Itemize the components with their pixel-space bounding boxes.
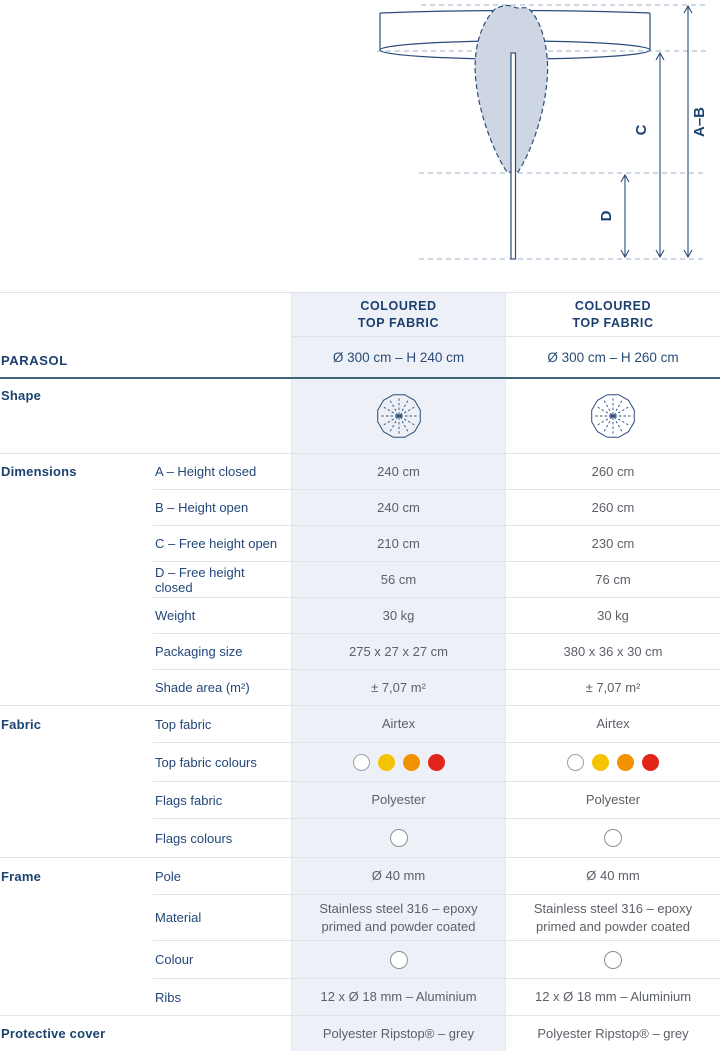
top-fabric-colour-swatches [567, 753, 659, 771]
cell-value: Ø 40 mm [586, 868, 640, 884]
colour-swatch-white [567, 753, 584, 771]
cell-value: 230 cm [591, 535, 635, 551]
section-label-shape: Shape [1, 388, 42, 403]
table-row: Shade area (m²) ± 7,07 m² ± 7,07 m² [0, 669, 720, 705]
row-label: Flags fabric [155, 792, 223, 808]
row-label: B – Height open [155, 500, 249, 515]
parasol-diagram-drawing: C A–B D [377, 4, 708, 260]
section-label-frame: Frame [1, 868, 42, 884]
colour-swatch-red [427, 753, 445, 771]
table-row: Flags fabric Polyester Polyester [0, 781, 720, 818]
table-row: D – Free height closed 56 cm 76 cm [0, 561, 720, 597]
cell-value: ± 7,07 m² [371, 679, 426, 695]
table-header-sizes: PARASOL Ø 300 cm – H 240 cm Ø 300 cm – H… [0, 336, 720, 379]
dimension-arrow-ab [683, 4, 693, 259]
cell-value: Polyester [371, 792, 426, 808]
table-row: Colour [0, 940, 720, 978]
cell-value: 380 x 36 x 30 cm [563, 643, 663, 659]
table-row: Protective cover Polyester Ripstop® – gr… [0, 1015, 720, 1051]
row-label: Shade area (m²) [155, 680, 250, 695]
table-row: Ribs 12 x Ø 18 mm – Aluminium 12 x Ø 18 … [0, 978, 720, 1015]
row-label: Top fabric colours [155, 754, 257, 770]
colour-swatch-yellow [592, 753, 609, 771]
section-label-fabric: Fabric [1, 716, 42, 732]
flags-colour-circle [389, 829, 408, 847]
cell-value: 56 cm [380, 571, 417, 587]
cell-value: 210 cm [377, 535, 420, 551]
table-header-titles: COLOURED TOP FABRIC COLOURED TOP FABRIC [0, 293, 720, 336]
cell-value: Airtex [596, 716, 630, 732]
top-fabric-colour-swatches [352, 753, 445, 771]
column-size: Ø 300 cm – H 260 cm [547, 349, 679, 365]
cell-value: Polyester [585, 792, 641, 808]
specification-table: COLOURED TOP FABRIC COLOURED TOP FABRIC … [0, 292, 720, 1051]
dimension-arrow-c [655, 51, 665, 259]
row-label: C – Free height open [155, 536, 278, 551]
colour-swatch-white [352, 753, 370, 771]
row-label: Colour [155, 952, 194, 967]
cell-value: 275 x 27 x 27 cm [349, 643, 448, 659]
table-row: Packaging size 275 x 27 x 27 cm 380 x 36… [0, 633, 720, 669]
table-row: Material Stainless steel 316 – epoxy pri… [0, 894, 720, 940]
section-label-dimensions: Dimensions [1, 464, 77, 479]
column-title: COLOURED TOP FABRIC [357, 298, 440, 330]
flags-colour-circle [604, 829, 622, 847]
pole [510, 52, 517, 260]
cell-value: 76 cm [595, 571, 631, 587]
frame-colour-circle [389, 950, 408, 969]
cell-value: 12 x Ø 18 mm – Aluminium [320, 989, 477, 1005]
table-row: Flags colours [0, 818, 720, 857]
row-label: Flags colours [155, 830, 233, 846]
cell-value: 260 cm [591, 463, 635, 479]
cell-value: 240 cm [377, 499, 420, 515]
parasol-label: PARASOL [1, 353, 68, 368]
table-row: Dimensions A – Height closed 240 cm 260 … [0, 453, 720, 489]
section-label-protective-cover: Protective cover [1, 1026, 106, 1041]
cell-value: 260 cm [591, 499, 635, 515]
colour-swatch-yellow [377, 753, 395, 771]
table-row: Top fabric colours [0, 742, 720, 781]
cell-value: 240 cm [377, 463, 420, 479]
cell-value: Polyester Ripstop® – grey [537, 1025, 689, 1041]
row-label: D – Free height closed [155, 564, 245, 595]
parasol-top-view-icon [591, 394, 635, 438]
colour-swatch-orange [617, 753, 634, 771]
table-row: Fabric Top fabric Airtex Airtex [0, 705, 720, 742]
column-size: Ø 300 cm – H 240 cm [332, 349, 465, 365]
cell-value: Stainless steel 316 – epoxy primed and p… [319, 900, 478, 934]
row-label: Material [155, 910, 202, 925]
dimension-arrow-d [620, 173, 630, 259]
parasol-dimension-diagram: C A–B D [355, 0, 720, 292]
cell-value: 30 kg [382, 607, 415, 623]
cell-value: ± 7,07 m² [585, 679, 641, 695]
cell-value: Stainless steel 316 – epoxy primed and p… [533, 900, 693, 934]
table-row: Weight 30 kg 30 kg [0, 597, 720, 633]
colour-swatch-red [642, 753, 659, 771]
cell-value: Airtex [381, 716, 416, 732]
label-d: D [598, 210, 615, 221]
table-row: Frame Pole Ø 40 mm Ø 40 mm [0, 857, 720, 894]
parasol-top-view-icon [376, 394, 421, 438]
row-label: Top fabric [155, 716, 212, 732]
cell-value: 12 x Ø 18 mm – Aluminium [534, 989, 692, 1005]
column-title: COLOURED TOP FABRIC [572, 298, 654, 330]
frame-colour-circle [604, 950, 622, 969]
cell-value: Polyester Ripstop® – grey [322, 1025, 475, 1041]
row-label: Pole [155, 868, 182, 884]
label-c: C [633, 124, 650, 135]
shape-row: Shape [0, 379, 720, 453]
colour-swatch-orange [402, 753, 420, 771]
row-label: Weight [155, 608, 196, 623]
cell-value: Ø 40 mm [371, 868, 426, 884]
row-label: Ribs [155, 989, 182, 1005]
row-label: Packaging size [155, 644, 243, 659]
table-row: B – Height open 240 cm 260 cm [0, 489, 720, 525]
cell-value: 30 kg [597, 607, 629, 623]
label-ab: A–B [691, 107, 708, 137]
row-label: A – Height closed [155, 464, 257, 479]
table-row: C – Free height open 210 cm 230 cm [0, 525, 720, 561]
